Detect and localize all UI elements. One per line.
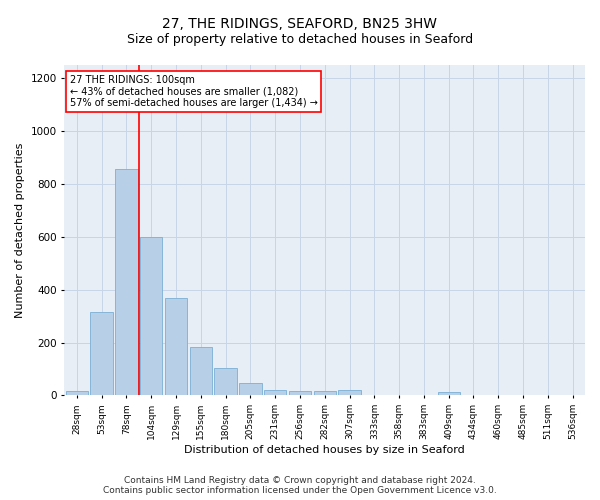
- Bar: [214, 368, 237, 396]
- Y-axis label: Number of detached properties: Number of detached properties: [15, 142, 25, 318]
- Text: 27, THE RIDINGS, SEAFORD, BN25 3HW: 27, THE RIDINGS, SEAFORD, BN25 3HW: [163, 18, 437, 32]
- Bar: [165, 298, 187, 396]
- Bar: [91, 312, 113, 396]
- Bar: [264, 390, 286, 396]
- Bar: [115, 170, 137, 396]
- Bar: [65, 390, 88, 396]
- Bar: [314, 390, 336, 396]
- Bar: [437, 392, 460, 396]
- Bar: [140, 237, 163, 396]
- Bar: [289, 390, 311, 396]
- Text: Contains HM Land Registry data © Crown copyright and database right 2024.
Contai: Contains HM Land Registry data © Crown c…: [103, 476, 497, 495]
- Bar: [338, 390, 361, 396]
- Text: Size of property relative to detached houses in Seaford: Size of property relative to detached ho…: [127, 32, 473, 46]
- Bar: [190, 346, 212, 396]
- Text: 27 THE RIDINGS: 100sqm
← 43% of detached houses are smaller (1,082)
57% of semi-: 27 THE RIDINGS: 100sqm ← 43% of detached…: [70, 75, 317, 108]
- Bar: [239, 382, 262, 396]
- X-axis label: Distribution of detached houses by size in Seaford: Distribution of detached houses by size …: [184, 445, 465, 455]
